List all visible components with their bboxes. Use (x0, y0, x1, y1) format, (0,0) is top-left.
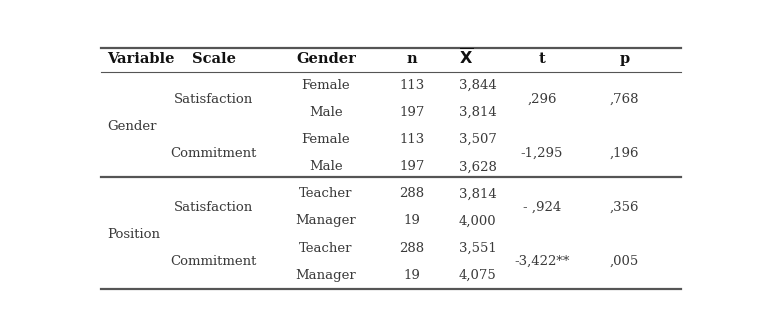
Text: t: t (539, 52, 546, 66)
Text: -1,295: -1,295 (520, 147, 563, 160)
Text: -3,422**: -3,422** (514, 255, 569, 268)
Text: 4,000: 4,000 (459, 214, 497, 227)
Text: ,196: ,196 (610, 147, 639, 160)
Text: Commitment: Commitment (170, 255, 257, 268)
Text: Male: Male (309, 160, 343, 173)
Text: Commitment: Commitment (170, 147, 257, 160)
Text: 3,551: 3,551 (459, 241, 497, 254)
Text: 197: 197 (399, 106, 424, 119)
Text: 4,075: 4,075 (459, 269, 497, 282)
Text: 197: 197 (399, 160, 424, 173)
Text: 19: 19 (404, 269, 420, 282)
Text: 288: 288 (399, 187, 424, 200)
Text: Gender: Gender (107, 120, 156, 133)
Text: - ,924: - ,924 (523, 201, 561, 214)
Text: Female: Female (301, 133, 350, 146)
Text: 113: 113 (399, 133, 424, 146)
Text: 3,814: 3,814 (459, 187, 497, 200)
Text: n: n (407, 52, 417, 66)
Text: Manager: Manager (295, 214, 356, 227)
Text: Position: Position (107, 228, 160, 241)
Text: Manager: Manager (295, 269, 356, 282)
Text: ,356: ,356 (610, 201, 639, 214)
Text: Satisfaction: Satisfaction (174, 201, 253, 214)
Text: 3,814: 3,814 (459, 106, 497, 119)
Text: 288: 288 (399, 241, 424, 254)
Text: 19: 19 (404, 214, 420, 227)
Text: Teacher: Teacher (299, 187, 353, 200)
Text: p: p (620, 52, 629, 66)
Text: ,296: ,296 (527, 93, 556, 106)
Text: 3,844: 3,844 (459, 79, 497, 92)
Text: Satisfaction: Satisfaction (174, 93, 253, 106)
Text: Gender: Gender (296, 52, 356, 66)
Text: $\overline{\mathbf{X}}$: $\overline{\mathbf{X}}$ (459, 49, 473, 69)
Text: ,768: ,768 (610, 93, 639, 106)
Text: Female: Female (301, 79, 350, 92)
Text: Variable: Variable (107, 52, 175, 66)
Text: Male: Male (309, 106, 343, 119)
Text: 113: 113 (399, 79, 424, 92)
Text: Scale: Scale (192, 52, 236, 66)
Text: 3,628: 3,628 (459, 160, 497, 173)
Text: 3,507: 3,507 (459, 133, 497, 146)
Text: ,005: ,005 (610, 255, 639, 268)
Text: Teacher: Teacher (299, 241, 353, 254)
